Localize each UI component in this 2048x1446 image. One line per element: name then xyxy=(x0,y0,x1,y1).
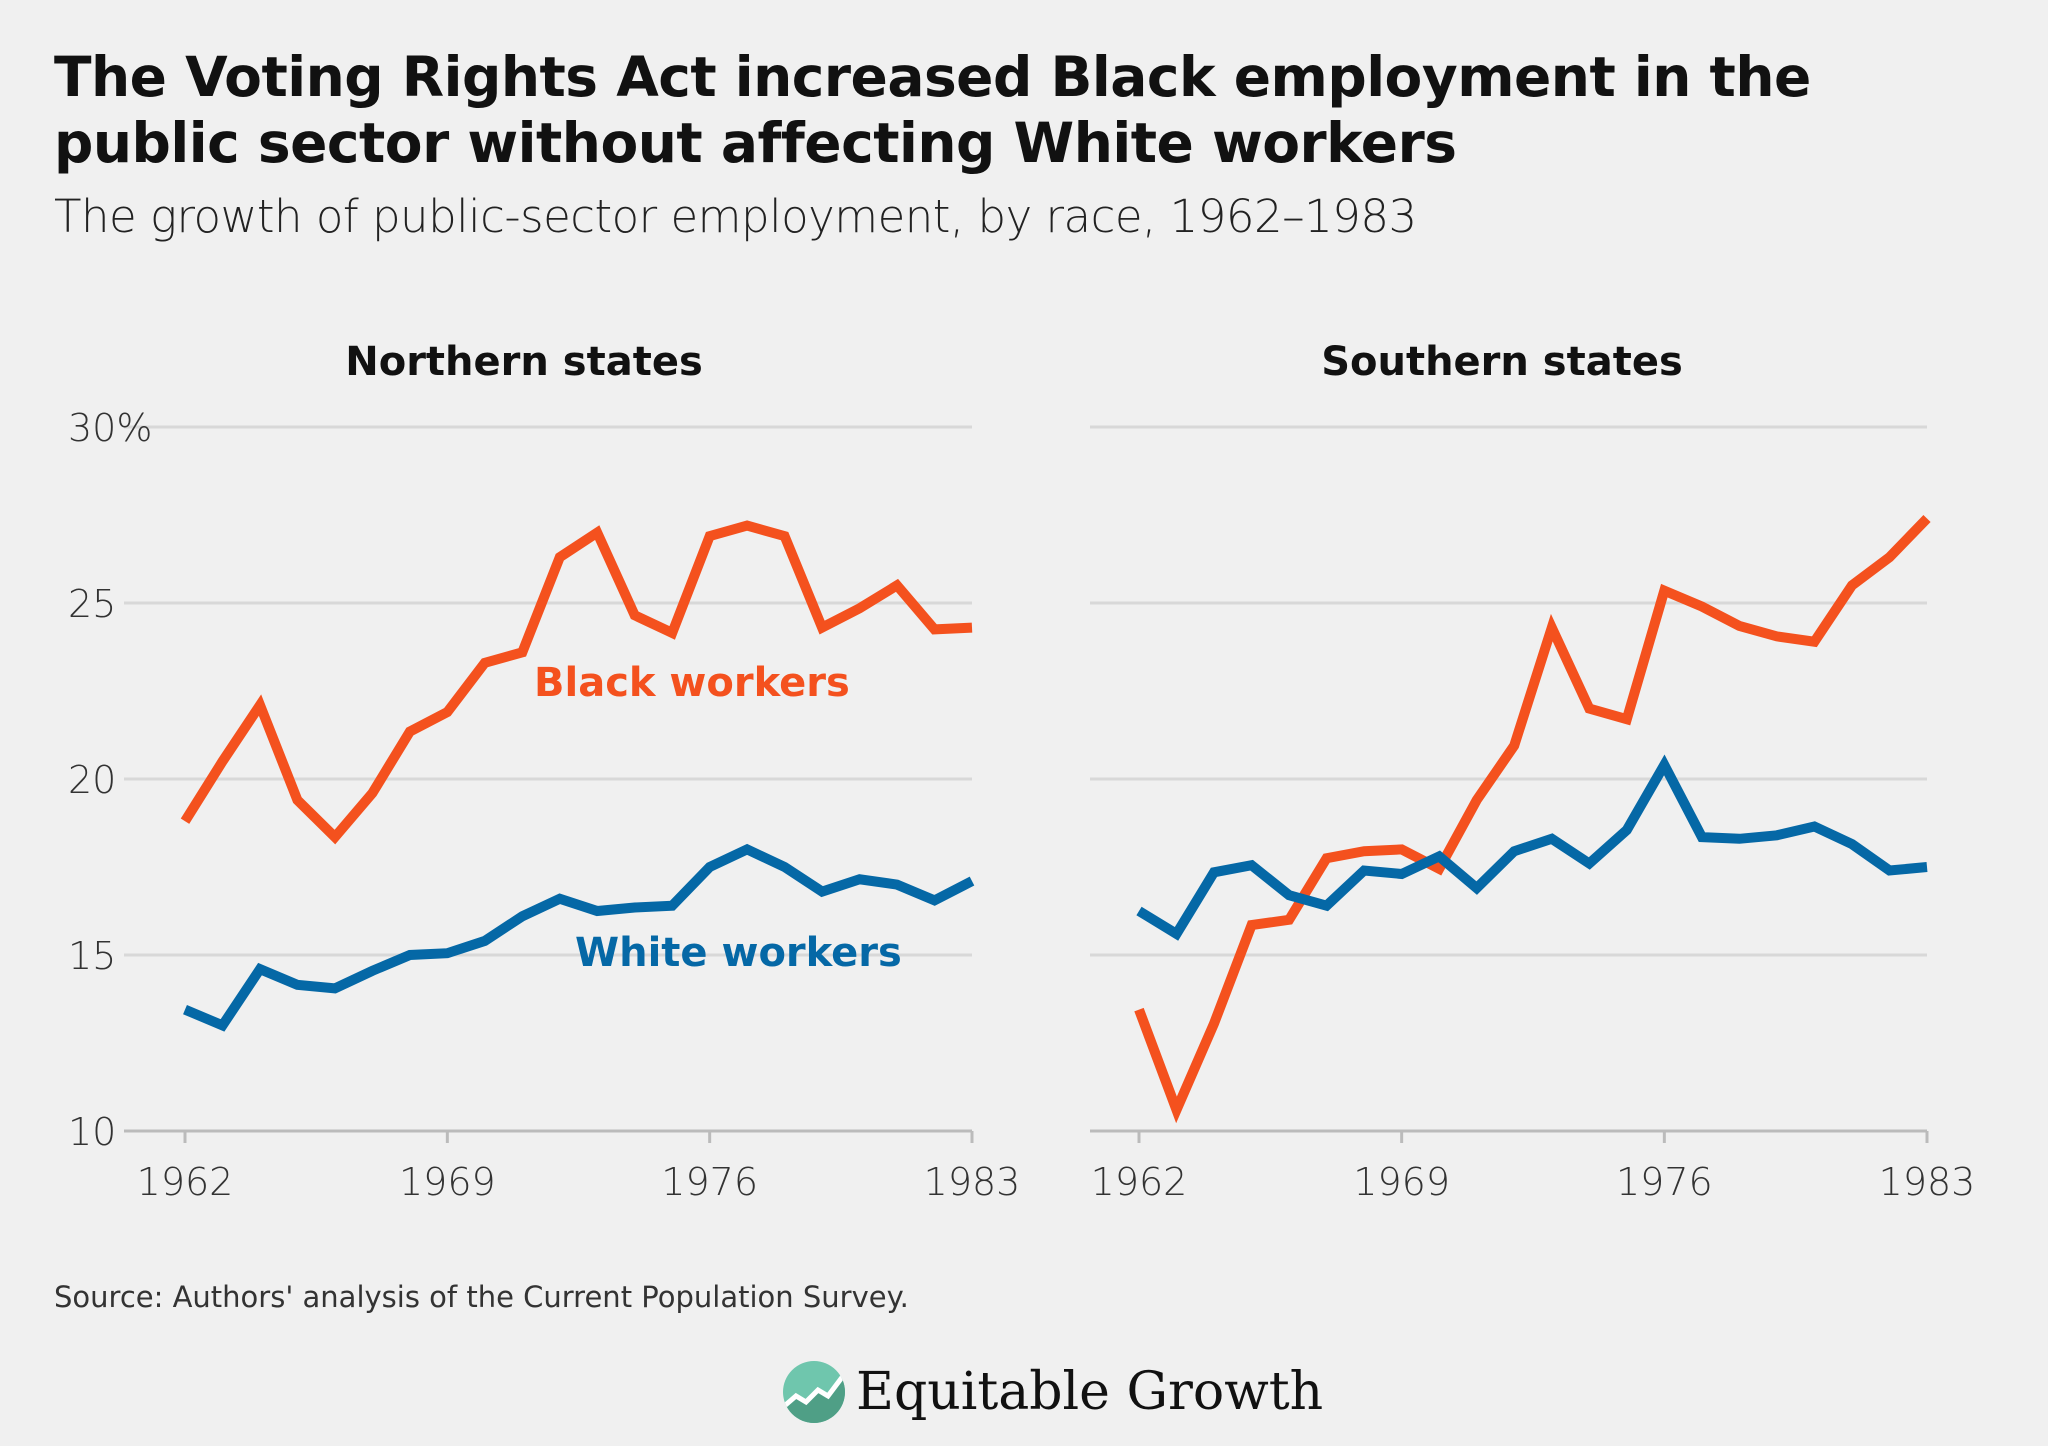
x-tick-label: 1969 xyxy=(399,1160,496,1204)
x-tick-label: 1983 xyxy=(924,1160,1021,1204)
series-label-white-workers: White workers xyxy=(575,930,902,976)
panel-title: Southern states xyxy=(1321,339,1683,385)
logo-text: Equitable Growth xyxy=(856,1362,1324,1422)
y-tick-label: 25 xyxy=(68,582,116,626)
source-note: Source: Authors' analysis of the Current… xyxy=(54,1280,909,1314)
panel-title: Northern states xyxy=(345,339,703,385)
growth-chart-icon xyxy=(783,1361,845,1423)
x-tick-label: 1976 xyxy=(661,1160,758,1204)
black-workers-line xyxy=(180,520,973,845)
white-workers-line xyxy=(183,843,975,1032)
y-tick-label: 20 xyxy=(68,758,116,802)
chart-title: The Voting Rights Act increased Black em… xyxy=(54,45,1811,175)
chart-subtitle: The growth of public-sector employment, … xyxy=(54,190,1417,243)
x-tick-label: 1962 xyxy=(137,1160,234,1204)
series-label-black-workers: Black workers xyxy=(534,660,850,706)
equitable-growth-logo: Equitable Growth xyxy=(782,1360,1323,1424)
black-workers-line xyxy=(1134,515,1931,1124)
x-tick-label: 1983 xyxy=(1879,1160,1976,1204)
x-tick-label: 1962 xyxy=(1091,1160,1188,1204)
white-workers-line xyxy=(1136,754,1928,941)
y-tick-label: 30% xyxy=(68,406,152,450)
x-tick-label: 1976 xyxy=(1616,1160,1713,1204)
x-tick-label: 1969 xyxy=(1353,1160,1450,1204)
y-tick-label: 10 xyxy=(68,1110,116,1154)
y-tick-label: 15 xyxy=(68,934,116,978)
